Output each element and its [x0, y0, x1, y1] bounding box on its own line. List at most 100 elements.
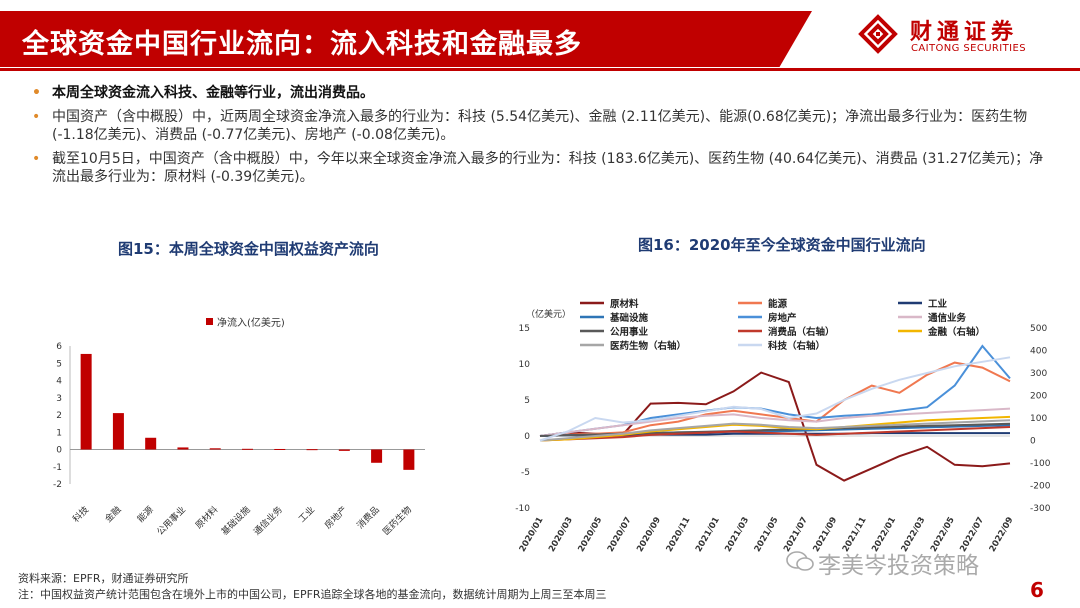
bar	[209, 448, 221, 450]
bar	[306, 449, 318, 451]
logo-text-en: CAITONG SECURITIES	[911, 43, 1026, 54]
x-tick-label: 2022/09	[988, 515, 1016, 553]
x-tick-label: 2020/11	[665, 515, 693, 553]
series-line	[539, 426, 1011, 442]
right-tick-label: 100	[1030, 414, 1047, 424]
x-tick-label: 2021/05	[753, 515, 781, 553]
bar	[403, 449, 415, 470]
bullet-text: 本周全球资金流入科技、金融等行业，流出消费品。	[52, 85, 374, 101]
x-tick-label: 金融	[102, 504, 123, 525]
bullet-item: • 中国资产（含中概股）中，近两周全球资金净流入最多的行业为：科技 (5.54亿…	[30, 108, 1050, 144]
bullet-text: 截至10月5日，中国资产（含中概股）中，今年以来全球资金净流入最多的行业为：科技…	[52, 151, 1044, 185]
y-tick-label: -1	[53, 463, 62, 473]
legend-label: 基础设施	[609, 312, 649, 324]
right-tick-label: -100	[1030, 459, 1051, 469]
bar	[145, 437, 157, 450]
bullet-dot: •	[32, 85, 41, 101]
title-bar	[0, 11, 812, 67]
bar	[112, 413, 124, 450]
right-tick-label: 0	[1030, 437, 1036, 447]
x-tick-label: 医药生物	[380, 504, 414, 538]
figure-16-title: 图16：2020年至今全球资金中国行业流向	[638, 236, 926, 254]
x-tick-label: 2020/05	[576, 515, 604, 553]
bar-chart: 净流入(亿美元) 6 5 4 3 2 1 0 -1 -2 科技 金融 能源 公用事业 原材料 基础设施 通信业务…	[53, 316, 425, 538]
left-tick-label: -5	[521, 468, 530, 478]
right-tick-label: -300	[1030, 504, 1051, 514]
legend-label: 科技（右轴）	[768, 340, 825, 352]
x-tick-label: 通信业务	[251, 504, 285, 538]
watermark: 李美岑投资策略	[818, 553, 979, 579]
x-tick-label: 房地产	[322, 504, 350, 532]
header-divider	[0, 68, 1080, 71]
legend-label: 净流入(亿美元)	[217, 316, 285, 329]
y-tick-label: 5	[56, 359, 62, 369]
x-tick-label: 2020/09	[635, 515, 663, 553]
x-tick-label: 能源	[135, 504, 156, 525]
x-tick-label: 原材料	[193, 504, 221, 532]
header: 全球资金中国行业流向：流入科技和金融最多 财通证券 CAITONG SECURI…	[0, 0, 1080, 72]
left-axis-unit: （亿美元）	[526, 308, 571, 320]
left-tick-label: 0	[524, 432, 530, 442]
bullet-text: 中国资产（含中概股）中，近两周全球资金净流入最多的行业为：科技 (5.54亿美元…	[52, 109, 1028, 143]
x-tick-label: 消费品	[354, 504, 382, 532]
right-tick-label: 400	[1030, 347, 1047, 357]
bar	[177, 447, 189, 450]
bullet-list: • 本周全球资金流入科技、金融等行业，流出消费品。 • 中国资产（含中概股）中，…	[30, 84, 1050, 192]
left-tick-label: 10	[519, 360, 531, 370]
x-tick-label: 基础设施	[219, 504, 253, 538]
page-number: 6	[1030, 578, 1044, 602]
bar	[80, 353, 92, 450]
legend-label: 工业	[928, 298, 948, 310]
legend-label: 医药生物（右轴）	[610, 340, 686, 352]
bar	[242, 448, 253, 450]
right-tick-label: 300	[1030, 369, 1047, 379]
right-tick-label: -200	[1030, 482, 1051, 492]
y-tick-label: 1	[56, 428, 62, 438]
legend-label: 公用事业	[610, 326, 649, 338]
right-tick-label: 200	[1030, 392, 1047, 402]
x-tick-label: 2021/03	[723, 515, 751, 553]
y-tick-label: -2	[53, 480, 62, 490]
x-tick-label: 2020/01	[518, 515, 546, 553]
left-tick-label: 5	[524, 396, 530, 406]
x-tick-label: 科技	[70, 504, 91, 525]
page-title: 全球资金中国行业流向：流入科技和金融最多	[22, 29, 582, 60]
source-note: 资料来源：EPFR，财通证券研究所	[18, 572, 189, 585]
series-line	[539, 415, 1011, 442]
footnote: 注：中国权益资产统计范围包含在境外上市的中国公司，EPFR追踪全球各地的基金流向…	[18, 588, 607, 601]
bullet-item: • 截至10月5日，中国资产（含中概股）中，今年以来全球资金净流入最多的行业为：…	[30, 150, 1050, 186]
x-tick-label: 2020/07	[606, 515, 634, 553]
bar	[338, 449, 350, 451]
x-tick-label: 公用事业	[154, 504, 188, 538]
left-tick-label: 15	[519, 324, 530, 334]
left-tick-label: -10	[515, 504, 530, 514]
series-line	[539, 356, 1011, 442]
legend-label: 原材料	[610, 298, 639, 310]
y-tick-label: 0	[56, 446, 62, 456]
x-tick-label: 2021/07	[782, 515, 810, 553]
figure-15-title: 图15：本周全球资金中国权益资产流向	[118, 240, 379, 258]
y-tick-label: 4	[56, 377, 62, 387]
y-tick-label: 3	[56, 394, 62, 404]
logo-text-cn: 财通证券	[910, 20, 1019, 45]
legend-swatch	[206, 318, 213, 325]
legend-label: 能源	[768, 298, 788, 310]
caitong-logo-icon	[858, 14, 898, 54]
legend-label: 消费品（右轴）	[768, 326, 835, 338]
wechat-icon	[786, 551, 814, 571]
bullet-dot: •	[32, 151, 41, 167]
bullet-item: • 本周全球资金流入科技、金融等行业，流出消费品。	[30, 84, 1050, 102]
right-tick-label: 500	[1030, 324, 1047, 334]
series-line	[539, 419, 1011, 442]
line-chart: （亿美元） 15 10 5 0 -5 -10 500 400 300 200 100 0 -100 -200…	[515, 298, 1051, 554]
legend-label: 通信业务	[928, 312, 967, 324]
legend-label: 房地产	[768, 312, 797, 324]
bar	[274, 448, 286, 450]
y-tick-label: 6	[56, 342, 62, 352]
bar	[371, 449, 383, 463]
legend-label: 金融（右轴）	[927, 326, 985, 338]
bullet-dot: •	[32, 109, 41, 125]
x-tick-label: 2020/03	[547, 515, 575, 553]
y-tick-label: 2	[56, 411, 62, 421]
x-tick-label: 工业	[297, 504, 318, 525]
